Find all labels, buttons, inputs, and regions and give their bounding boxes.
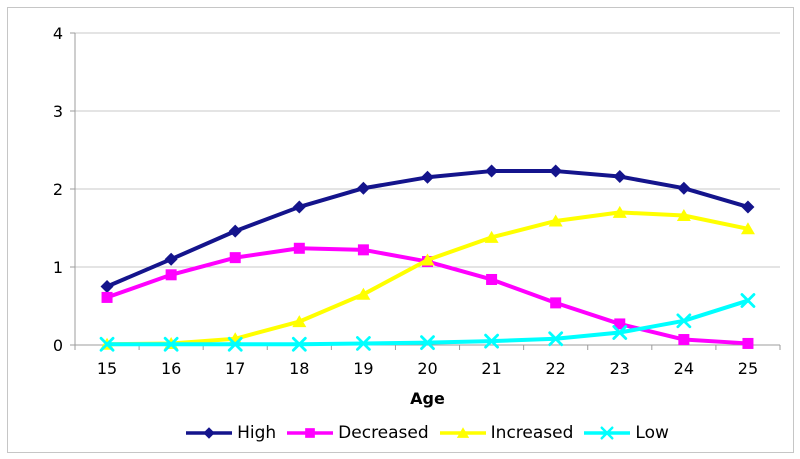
chart-legend: High Decreased Increased Low (75, 423, 780, 443)
x-axis-tick-label: 21 (481, 359, 501, 378)
series-marker-increased (484, 230, 499, 243)
series-marker-increased (548, 214, 563, 227)
x-axis-tick-label: 25 (738, 359, 758, 378)
y-axis-tick-label: 1 (53, 258, 63, 277)
series-marker-low (420, 335, 435, 351)
x-axis-tick-label: 18 (289, 359, 309, 378)
legend-square-icon (287, 428, 334, 438)
series-marker-high (741, 200, 755, 214)
series-marker-high (549, 164, 563, 178)
series-line-high (105, 169, 750, 289)
legend-label-low: Low (635, 423, 669, 443)
series-marker-high (292, 200, 306, 214)
series-marker-high (421, 170, 434, 184)
x-axis-tick-label: 23 (610, 359, 630, 378)
x-axis-tick-label: 16 (161, 359, 181, 378)
legend-x-icon (584, 426, 631, 440)
series-line-increased (105, 210, 750, 347)
series-marker-high (677, 181, 691, 195)
series-marker-low (484, 333, 499, 349)
legend-label-decreased: Decreased (338, 423, 429, 443)
series-marker-decreased (357, 244, 369, 256)
series-marker-high (613, 170, 627, 184)
series-marker-low (356, 336, 371, 351)
series-marker-increased (612, 205, 627, 218)
x-axis-tick-label: 17 (225, 359, 245, 378)
series-marker-decreased (614, 318, 626, 330)
legend-triangle-icon (439, 427, 486, 438)
series-marker-decreased (678, 334, 690, 346)
legend-item-low: Low (584, 423, 669, 443)
series-marker-low (676, 313, 692, 329)
series-marker-increased (292, 315, 307, 328)
series-marker-decreased (101, 291, 113, 303)
series-marker-decreased (742, 337, 754, 349)
x-axis-tick-label: 19 (353, 359, 373, 378)
y-axis-tick-label: 0 (53, 336, 63, 355)
series-line-low (105, 298, 750, 347)
legend-label-increased: Increased (490, 423, 574, 443)
legend-item-increased: Increased (439, 423, 574, 443)
series-marker-low (163, 336, 179, 352)
series-marker-low (740, 293, 756, 308)
legend-diamond-icon (186, 427, 233, 439)
series-marker-high (164, 252, 178, 266)
x-axis-tick-label: 22 (546, 359, 566, 378)
series-marker-decreased (165, 269, 177, 281)
legend-item-high: High (186, 423, 276, 443)
y-axis-tick-label: 4 (53, 24, 63, 43)
y-axis-tick-label: 3 (53, 102, 63, 121)
series-marker-high (356, 181, 370, 195)
series-marker-increased (420, 253, 435, 266)
series-marker-low (612, 325, 628, 340)
series-marker-increased (740, 222, 755, 235)
series-marker-decreased (293, 242, 305, 254)
series-marker-low (291, 336, 307, 352)
series-marker-increased (676, 209, 691, 222)
series-marker-high (100, 280, 114, 293)
legend-label-high: High (237, 423, 277, 443)
series-marker-decreased (229, 252, 241, 264)
series-marker-decreased (486, 273, 498, 285)
y-axis-tick-label: 2 (53, 180, 63, 199)
series-marker-low (99, 336, 115, 352)
series-marker-high (485, 164, 499, 178)
series-marker-low (227, 336, 243, 352)
series-marker-increased (356, 287, 371, 300)
x-axis-tick-label: 20 (417, 359, 437, 378)
series-marker-high (228, 224, 242, 238)
series-marker-decreased (550, 297, 562, 309)
x-axis-title: Age (410, 389, 445, 408)
x-axis-tick-label: 15 (97, 359, 117, 378)
legend-item-decreased: Decreased (287, 423, 429, 443)
series-marker-low (548, 331, 564, 347)
x-axis-tick-label: 24 (674, 359, 694, 378)
